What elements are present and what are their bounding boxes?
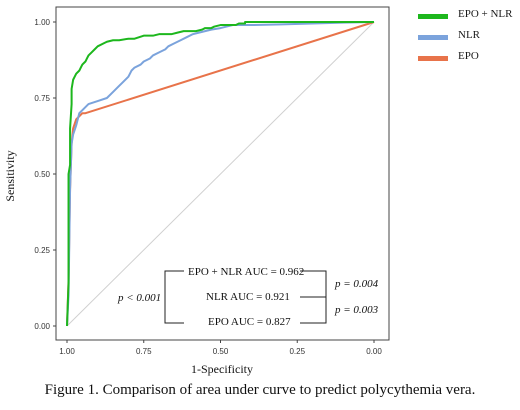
x-tick-label: 0.50	[213, 347, 229, 356]
y-axis-title: Sensitivity	[3, 150, 17, 201]
x-tick-label: 0.75	[136, 347, 152, 356]
legend-label-nlr: NLR	[458, 29, 480, 41]
legend-item-epo: EPO	[418, 50, 518, 71]
roc-chart: 0.000.250.500.751.001.00 0.75 0.50 0.25 0.00…	[3, 6, 390, 376]
y-tick-label: 0.25	[34, 246, 50, 255]
reference-diagonal-line	[66, 21, 375, 327]
y-tick-label: 1.00	[34, 18, 50, 27]
p-value-epo-nlr-vs-nlr: p = 0.004	[334, 278, 379, 290]
reference-diagonal-group	[66, 21, 375, 327]
figure-caption: Figure 1. Comparison of area under curve…	[44, 382, 476, 398]
legend-swatch-epo-nlr	[418, 14, 448, 19]
x-tick-label: 0.25	[289, 347, 305, 356]
y-tick-label: 0.00	[34, 322, 50, 331]
legend-swatch-nlr	[418, 35, 448, 40]
legend-label-epo: EPO	[458, 50, 479, 62]
y-tick-label: 0.50	[34, 170, 50, 179]
p-value-nlr-vs-epo: p = 0.003	[334, 304, 379, 316]
chart-legend: EPO + NLR NLR EPO	[418, 8, 518, 71]
legend-label-epo-nlr: EPO + NLR	[458, 8, 513, 20]
roc-curve-epo-nlr	[66, 21, 374, 327]
bracket-nlr-vs-epo	[300, 296, 327, 324]
roc-curves-group	[66, 21, 375, 327]
y-tick-label: 0.75	[34, 94, 50, 103]
bracket-epo-nlr-vs-epo	[164, 270, 184, 324]
legend-swatch-epo	[418, 56, 448, 61]
auc-annotation-group: EPO + NLR AUC = 0.962 NLR AUC = 0.921 EP…	[117, 266, 379, 328]
x-tick-label: 1.00	[59, 347, 75, 356]
axis-ticks-group: 0.00 0.25 0.50 0.75 1.00 1.00 0.75 0.50 0.25 0.00	[34, 18, 382, 356]
legend-item-epo-nlr: EPO + NLR	[418, 8, 518, 29]
auc-label-epo-nlr: EPO + NLR AUC = 0.962	[188, 266, 304, 278]
auc-label-epo: EPO AUC = 0.827	[208, 316, 291, 328]
p-value-epo-nlr-vs-epo: p < 0.001	[117, 292, 161, 304]
legend-item-nlr: NLR	[418, 29, 518, 50]
x-axis-title: 1-Specificity	[191, 362, 253, 376]
x-tick-label: 0.00	[366, 347, 382, 356]
auc-label-nlr: NLR AUC = 0.921	[206, 291, 290, 303]
